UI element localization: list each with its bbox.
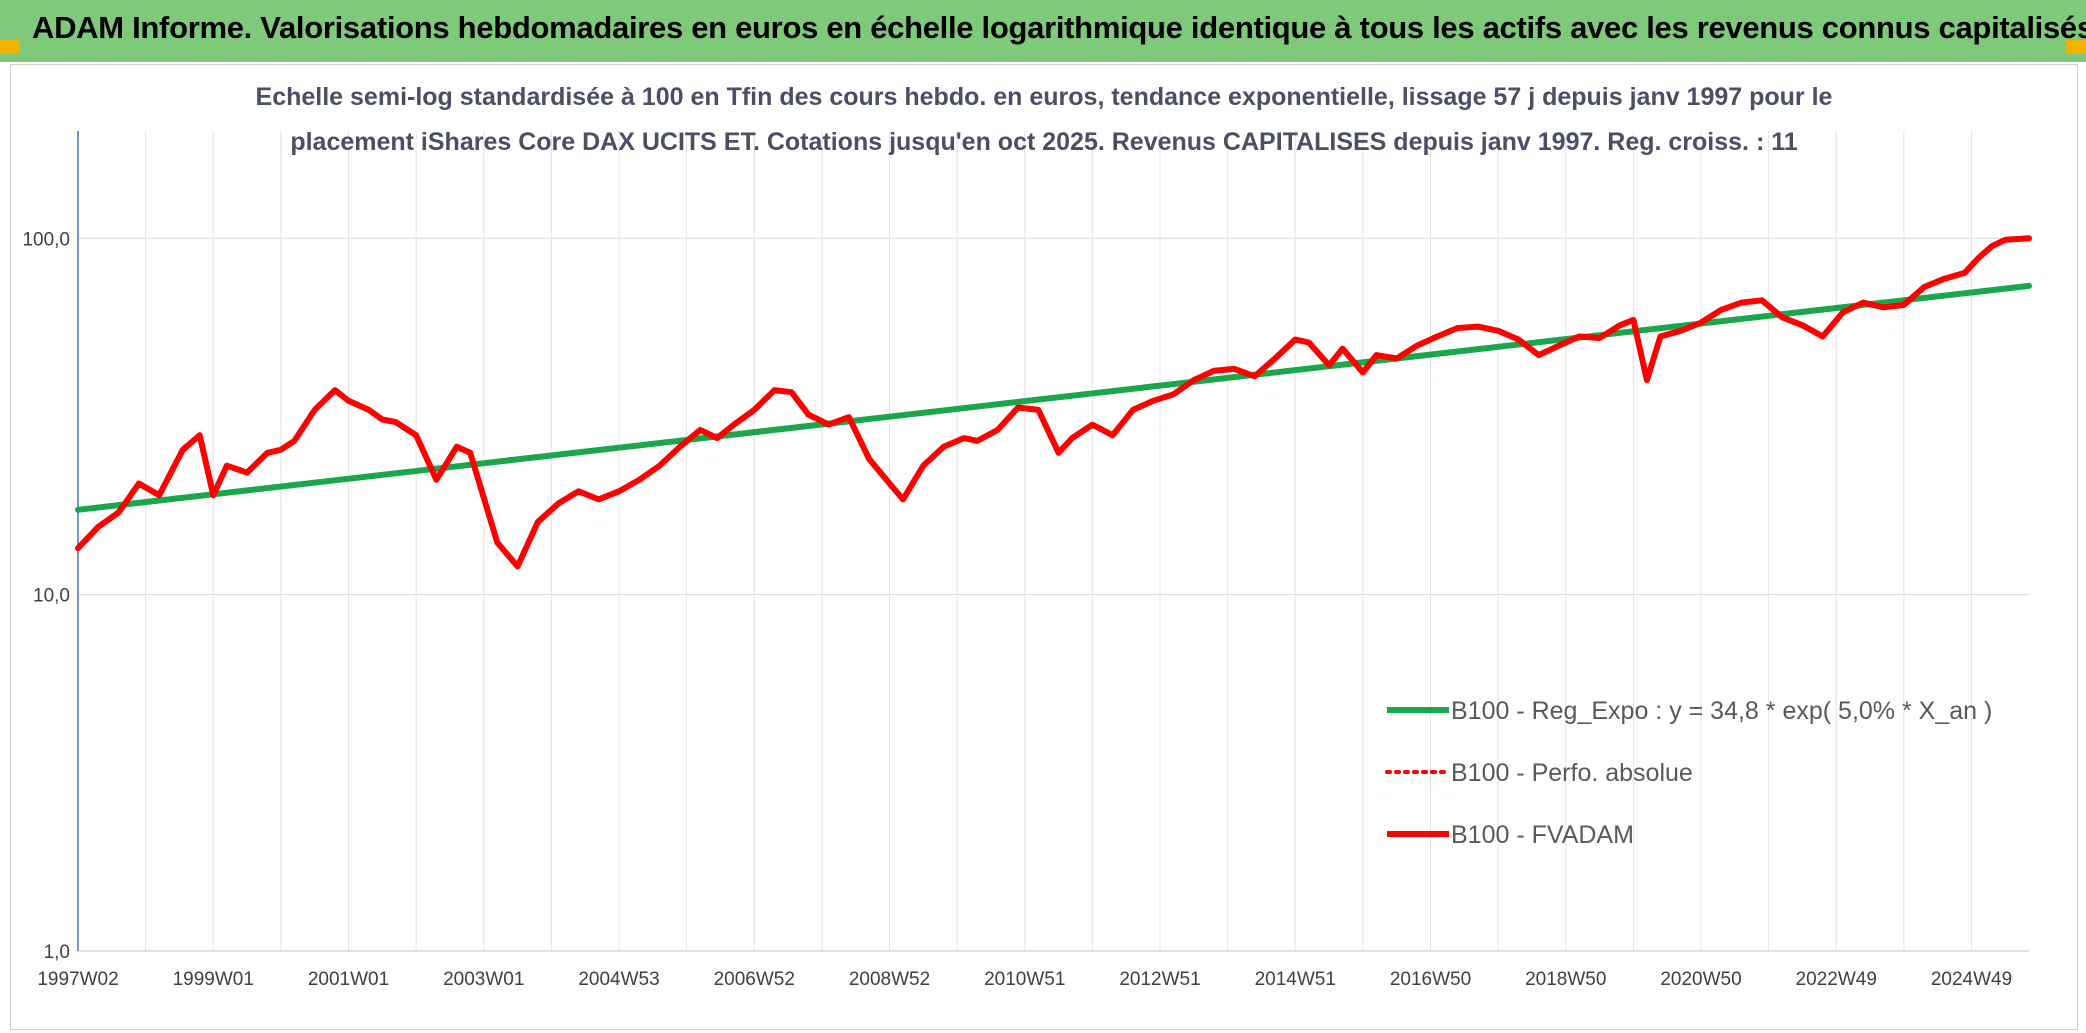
right-corner-marker bbox=[2066, 40, 2086, 54]
y-tick-label: 10,0 bbox=[33, 586, 70, 607]
x-tick-label: 2004W53 bbox=[578, 969, 659, 990]
chart-legend: B100 - Reg_Expo : y = 34,8 * exp( 5,0% *… bbox=[1385, 697, 1992, 849]
x-tick-label: 2010W51 bbox=[984, 969, 1065, 990]
series-layer bbox=[75, 235, 2032, 570]
x-tick-label: 2001W01 bbox=[308, 969, 389, 990]
chart-frame: Echelle semi-log standardisée à 100 en T… bbox=[10, 64, 2078, 1030]
x-tick-label: 1997W02 bbox=[37, 969, 118, 990]
y-tick-label: 1,0 bbox=[44, 942, 70, 963]
x-tick-label: 2006W52 bbox=[714, 969, 795, 990]
report-banner: ADAM Informe. Valorisations hebdomadaire… bbox=[0, 0, 2086, 62]
y-tick-label: 100,0 bbox=[22, 229, 70, 250]
x-tick-label: 1999W01 bbox=[173, 969, 254, 990]
fvadam-series bbox=[75, 235, 2032, 570]
subtitle-line: Echelle semi-log standardisée à 100 en T… bbox=[256, 83, 1833, 111]
x-tick-label: 2024W49 bbox=[1931, 969, 2012, 990]
x-tick-label: 2014W51 bbox=[1255, 969, 1336, 990]
x-tick-label: 2008W52 bbox=[849, 969, 930, 990]
x-tick-label: 2016W50 bbox=[1390, 969, 1471, 990]
trend-line-series bbox=[75, 282, 2032, 513]
left-corner-marker bbox=[0, 40, 20, 54]
gridlines bbox=[77, 131, 2029, 952]
x-axis: 1997W02 1999W01 2001W01 2003W01 2004W53 2006W… bbox=[37, 950, 2029, 990]
x-tick-label: 2020W50 bbox=[1660, 969, 1741, 990]
y-axis: 1,0 10,0 100,0 bbox=[22, 131, 79, 963]
legend-label: B100 - Perfo. absolue bbox=[1451, 759, 1693, 787]
x-tick-label: 2012W51 bbox=[1119, 969, 1200, 990]
legend-label: B100 - Reg_Expo : y = 34,8 * exp( 5,0% *… bbox=[1451, 697, 1992, 725]
line-chart: Echelle semi-log standardisée à 100 en T… bbox=[22, 83, 2032, 990]
chart-subtitle: Echelle semi-log standardisée à 100 en T… bbox=[256, 83, 1833, 156]
x-tick-label: 2018W50 bbox=[1525, 969, 1606, 990]
x-tick-label: 2003W01 bbox=[443, 969, 524, 990]
report-title: ADAM Informe. Valorisations hebdomadaire… bbox=[32, 10, 2086, 45]
x-tick-label: 2022W49 bbox=[1796, 969, 1877, 990]
legend-label: B100 - FVADAM bbox=[1451, 821, 1634, 849]
subtitle-line: placement iShares Core DAX UCITS ET. Cot… bbox=[290, 128, 1797, 156]
